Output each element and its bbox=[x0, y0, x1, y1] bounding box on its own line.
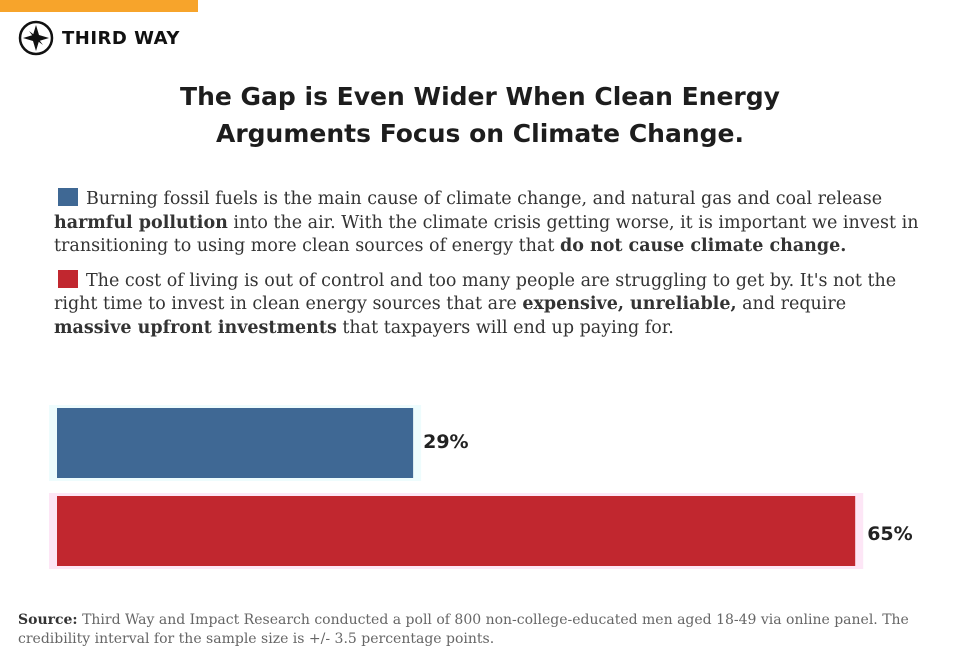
legend: Burning fossil fuels is the main cause o… bbox=[54, 188, 924, 351]
legend-text: and require bbox=[736, 294, 847, 314]
legend-swatch bbox=[58, 269, 78, 288]
legend-text: Burning fossil fuels is the main cause o… bbox=[86, 189, 883, 209]
legend-text: do not cause climate change. bbox=[559, 236, 847, 256]
plot: 29% 65% bbox=[49, 405, 913, 569]
chart-title: The Gap is Even Wider When Clean Energy … bbox=[180, 82, 780, 148]
bar bbox=[57, 408, 414, 478]
source-text: Third Way and Impact Research conducted … bbox=[18, 612, 909, 647]
source-note: Source: Third Way and Impact Research co… bbox=[18, 611, 918, 649]
value-label: 29% bbox=[423, 431, 468, 453]
accent-bar bbox=[0, 0, 198, 12]
legend-text: into the air. With the climate crisis ge… bbox=[54, 212, 919, 257]
legend-text: expensive, unreliable, bbox=[522, 294, 737, 314]
source-label: Source: bbox=[18, 612, 78, 628]
bar bbox=[57, 496, 856, 566]
legend-item: The cost of living is out of control and… bbox=[54, 269, 924, 341]
legend-text: massive upfront investments bbox=[54, 317, 337, 338]
value-label: 65% bbox=[867, 523, 912, 545]
legend-item: Burning fossil fuels is the main cause o… bbox=[54, 188, 924, 259]
legend-swatch bbox=[58, 188, 78, 206]
legend-text: The cost of living is out of control and… bbox=[54, 270, 897, 315]
logo-text: THIRD WAY bbox=[62, 27, 180, 49]
legend-text: harmful pollution bbox=[54, 212, 228, 233]
logo: THIRD WAY bbox=[18, 20, 180, 56]
logo-icon bbox=[18, 20, 54, 56]
legend-text: that taxpayers will end up paying for. bbox=[336, 317, 674, 338]
